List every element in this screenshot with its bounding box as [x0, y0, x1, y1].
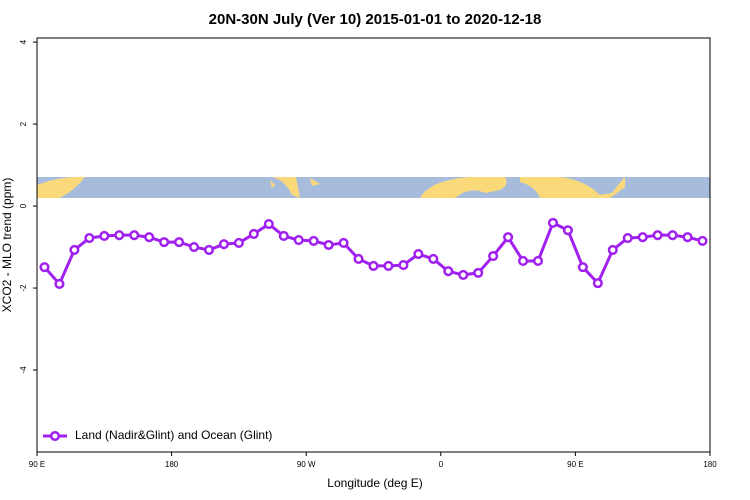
- y-tick-label: -4: [19, 366, 28, 374]
- data-point: [532, 255, 544, 267]
- y-tick-label: 0: [19, 203, 28, 208]
- data-point: [667, 230, 678, 241]
- legend-marker: [49, 430, 61, 442]
- data-point: [188, 241, 200, 253]
- data-point: [592, 278, 603, 289]
- data-point: [458, 269, 469, 280]
- y-axis-label: XCO2 - MLO trend (ppm): [0, 178, 14, 313]
- data-point: [218, 239, 229, 250]
- x-tick-label: 90 W: [297, 460, 316, 469]
- data-point: [398, 260, 409, 271]
- data-point: [413, 248, 424, 260]
- y-tick-label: -2: [19, 284, 28, 292]
- data-point: [697, 235, 708, 246]
- data-point: [383, 260, 394, 271]
- data-point: [69, 244, 80, 255]
- data-point: [443, 266, 454, 277]
- data-point: [353, 253, 364, 264]
- data-point: [203, 244, 215, 255]
- data-point: [129, 230, 140, 241]
- data-point: [248, 228, 259, 239]
- data-point: [622, 232, 633, 244]
- data-line: [43, 220, 703, 287]
- data-point: [263, 219, 274, 230]
- data-point: [54, 278, 65, 289]
- data-point: [293, 235, 304, 246]
- x-tick-label: 0: [439, 460, 444, 469]
- x-axis-label: Longitude (deg E): [327, 476, 422, 490]
- data-point: [637, 232, 648, 243]
- data-point: [577, 262, 588, 273]
- data-point: [368, 260, 379, 271]
- x-tick-label: 180: [165, 460, 179, 469]
- data-point: [473, 267, 484, 278]
- data-point: [233, 237, 244, 249]
- y-tick-label: 2: [19, 121, 28, 126]
- x-tick-label: 90 E: [29, 460, 45, 469]
- data-point: [323, 239, 334, 251]
- data-point: [99, 230, 110, 242]
- data-point: [159, 237, 170, 248]
- data-point: [607, 244, 618, 255]
- legend-label: Land (Nadir&Glint) and Ocean (Glint): [75, 428, 272, 442]
- data-point: [308, 235, 319, 246]
- map-strip: [37, 176, 710, 198]
- data-point: [114, 230, 125, 241]
- data-point: [652, 230, 663, 241]
- data-point: [547, 217, 559, 228]
- data-point: [338, 237, 349, 249]
- x-tick-label: 90 E: [567, 460, 583, 469]
- data-point: [278, 230, 289, 242]
- data-point: [682, 232, 693, 243]
- chart-title: 20N-30N July (Ver 10) 2015-01-01 to 2020…: [209, 11, 542, 28]
- data-point: [144, 232, 155, 243]
- data-point: [503, 232, 514, 243]
- data-point: [562, 225, 573, 236]
- plot-frame: [36, 37, 711, 453]
- data-point: [428, 253, 439, 264]
- data-point: [174, 237, 185, 248]
- data-point: [84, 232, 95, 244]
- data-point: [39, 262, 50, 273]
- data-point: [488, 251, 499, 262]
- data-point: [518, 255, 529, 267]
- y-tick-label: 4: [19, 39, 28, 44]
- x-tick-label: 180: [703, 460, 717, 469]
